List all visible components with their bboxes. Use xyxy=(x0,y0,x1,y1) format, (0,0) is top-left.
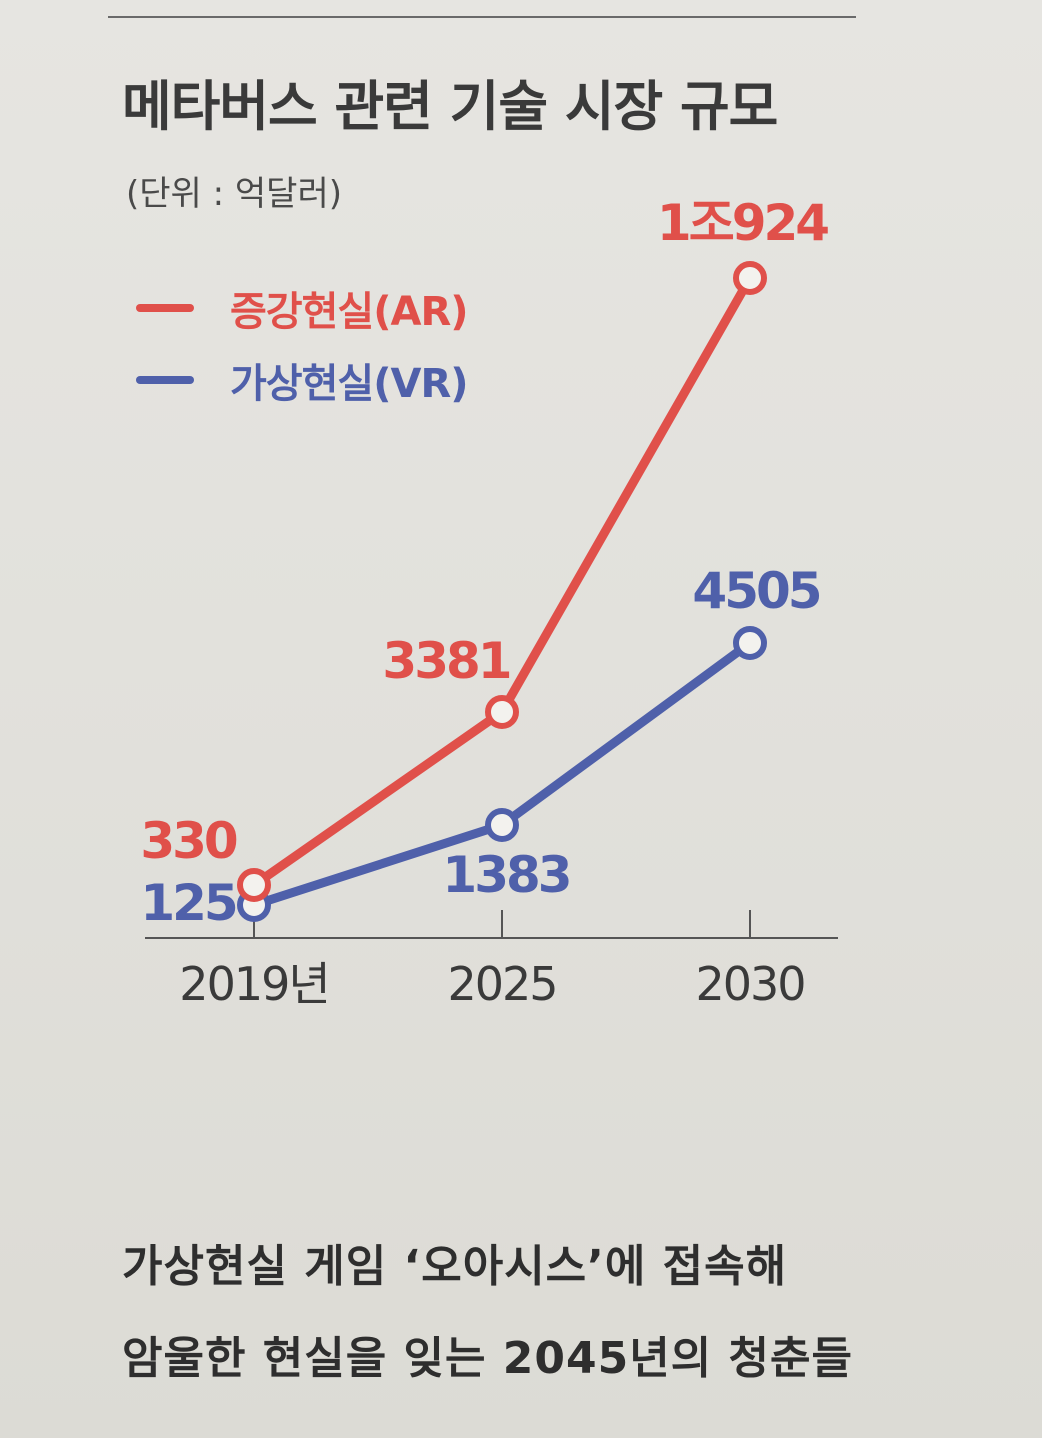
data-point-vr-1 xyxy=(485,808,519,842)
series-line-ar xyxy=(249,273,755,890)
legend-item-ar: 증강현실(AR) xyxy=(136,272,469,344)
data-point-ar-1 xyxy=(485,695,519,729)
chart-title: 메타버스 관련 기술 시장 규모 xyxy=(122,75,778,138)
data-label-vr-2: 4505 xyxy=(692,562,819,620)
data-label-vr-0: 125 xyxy=(140,874,236,932)
data-label-ar-0: 330 xyxy=(140,812,237,870)
data-label-ar-2: 1조924 xyxy=(657,194,828,252)
x-tick-label-2: 2030 xyxy=(695,957,804,1011)
x-tick-label-1: 2025 xyxy=(447,957,556,1011)
top-divider xyxy=(108,16,856,18)
line-chart: 2019년 2025 2030 330 3381 1조924 125 1383 4505 xyxy=(140,194,838,1011)
data-point-vr-2 xyxy=(733,626,767,660)
legend-label-vr: 가상현실(VR) xyxy=(230,361,469,407)
caption-line-2: 암울한 현실을 잊는 2045년의 청춘들 xyxy=(122,1333,853,1384)
legend-item-vr: 가상현실(VR) xyxy=(136,344,469,416)
legend-swatch-ar xyxy=(136,304,194,312)
x-tick-label-0: 2019년 xyxy=(179,957,328,1011)
data-label-ar-1: 3381 xyxy=(382,632,509,690)
data-point-ar-0 xyxy=(237,868,271,902)
data-point-ar-2 xyxy=(733,261,767,295)
data-label-vr-1: 1383 xyxy=(442,846,569,904)
unit-note: (단위 : 억달러) xyxy=(126,174,342,214)
legend-swatch-vr xyxy=(136,376,194,384)
legend: 증강현실(AR) 가상현실(VR) xyxy=(136,272,469,416)
caption-line-1: 가상현실 게임 ‘오아시스’에 접속해 xyxy=(122,1241,788,1292)
legend-label-ar: 증강현실(AR) xyxy=(230,289,469,335)
